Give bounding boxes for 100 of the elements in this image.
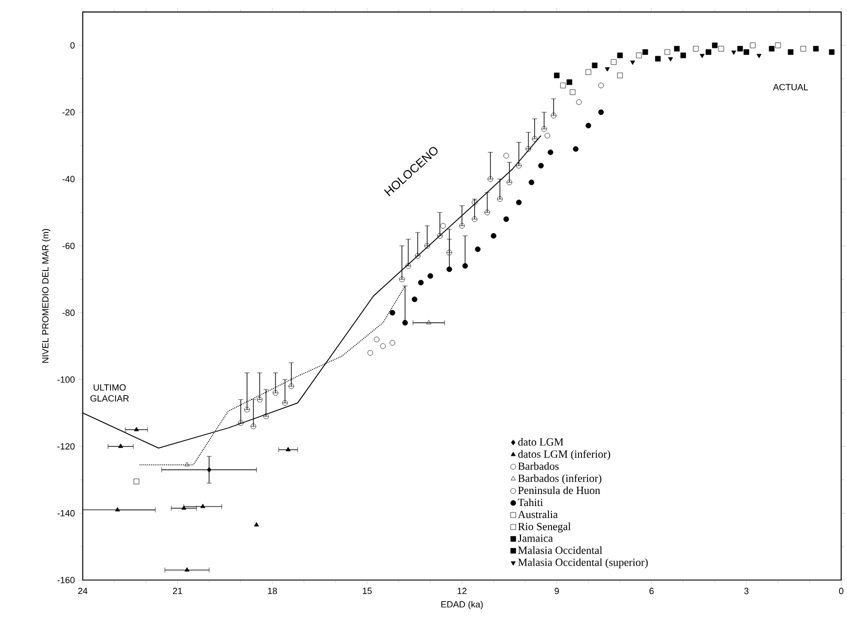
point: [414, 253, 420, 259]
point: [828, 49, 835, 55]
point: [250, 424, 256, 430]
x-tick-label: 0: [839, 588, 844, 594]
point: [706, 49, 712, 55]
annotation: ACTUAL: [773, 84, 808, 90]
point: [572, 146, 579, 152]
point: [446, 266, 452, 272]
x-tick-label: 24: [78, 588, 88, 594]
legend-label: Barbados: [518, 462, 559, 470]
point: [617, 52, 623, 58]
legend-label: Malasia Occidental: [518, 546, 602, 554]
legend-label: Australia: [518, 510, 558, 518]
point: [610, 59, 616, 65]
point: [750, 42, 756, 48]
point: [516, 200, 522, 206]
x-axis-title: EDAD (ka): [441, 601, 483, 610]
point: [474, 246, 481, 252]
point: [459, 223, 465, 229]
point: [390, 310, 396, 316]
point: [664, 49, 670, 55]
point: [788, 49, 794, 55]
point: [503, 152, 509, 158]
point: [592, 62, 598, 68]
point: [528, 180, 534, 186]
point: [282, 400, 288, 406]
point: [731, 50, 736, 55]
x-tick-label: 18: [268, 588, 277, 594]
legend-label: Peninsula de Huon: [518, 486, 600, 494]
y-tick-label: -60: [62, 242, 75, 250]
legend-label: datos LGM (inferior): [518, 450, 610, 460]
point: [617, 72, 623, 78]
point: [813, 46, 819, 52]
point: [693, 46, 699, 52]
point: [636, 52, 642, 58]
y-tick-label: -80: [62, 310, 75, 316]
point: [428, 273, 434, 279]
point: [472, 200, 478, 206]
point: [506, 180, 512, 186]
point: [503, 216, 509, 222]
y-tick-label: -100: [57, 376, 75, 383]
point: [548, 150, 554, 156]
point: [586, 122, 592, 128]
point: [399, 276, 405, 282]
point: [497, 196, 503, 202]
point: [288, 384, 294, 390]
point: [768, 46, 774, 52]
point: [200, 504, 206, 508]
x-tick-label: 12: [458, 588, 466, 594]
point: [115, 507, 120, 512]
x-tick-label: 15: [362, 588, 372, 594]
point: [368, 350, 374, 356]
point: [598, 82, 604, 88]
point: [544, 132, 550, 138]
point: [206, 467, 212, 473]
point: [424, 243, 430, 249]
point: [440, 223, 446, 229]
point: [756, 54, 762, 58]
point: [437, 233, 443, 239]
point: [390, 340, 396, 346]
point: [426, 320, 432, 324]
point: [538, 162, 544, 168]
point: [134, 478, 140, 484]
point: [570, 89, 576, 95]
point: [272, 390, 278, 396]
annotation: ULTIMO GLACIAR: [90, 384, 129, 402]
point: [576, 99, 582, 106]
legend-label: Tahiti: [518, 498, 543, 506]
point: [374, 336, 380, 342]
x-tick-label: 21: [173, 588, 182, 594]
point: [134, 426, 139, 432]
point: [655, 56, 661, 62]
point: [554, 72, 560, 78]
point: [118, 444, 124, 448]
legend-label: Barbados (inferior): [518, 474, 602, 484]
point: [263, 414, 269, 420]
x-tick-label: 9: [554, 588, 559, 594]
point: [254, 522, 259, 526]
point: [775, 42, 781, 48]
point: [472, 216, 478, 222]
point: [674, 46, 680, 52]
point: [405, 263, 412, 269]
point: [488, 176, 494, 182]
point: [630, 60, 636, 65]
legend-label: dato LGM: [518, 438, 564, 446]
point: [402, 320, 408, 326]
point: [586, 69, 592, 75]
point: [184, 462, 190, 466]
point: [412, 296, 418, 302]
y-tick-label: -160: [57, 576, 75, 584]
x-tick-label: 6: [650, 588, 654, 594]
point: [700, 54, 705, 58]
point: [526, 146, 532, 152]
legend-label: Rio Senegal: [518, 522, 571, 532]
y-axis-title: NIVEL PROMEDIO DEL MAR (m): [42, 229, 50, 363]
point: [184, 567, 190, 572]
point: [490, 233, 496, 239]
point: [484, 210, 490, 216]
point: [418, 280, 424, 286]
point: [462, 263, 468, 269]
